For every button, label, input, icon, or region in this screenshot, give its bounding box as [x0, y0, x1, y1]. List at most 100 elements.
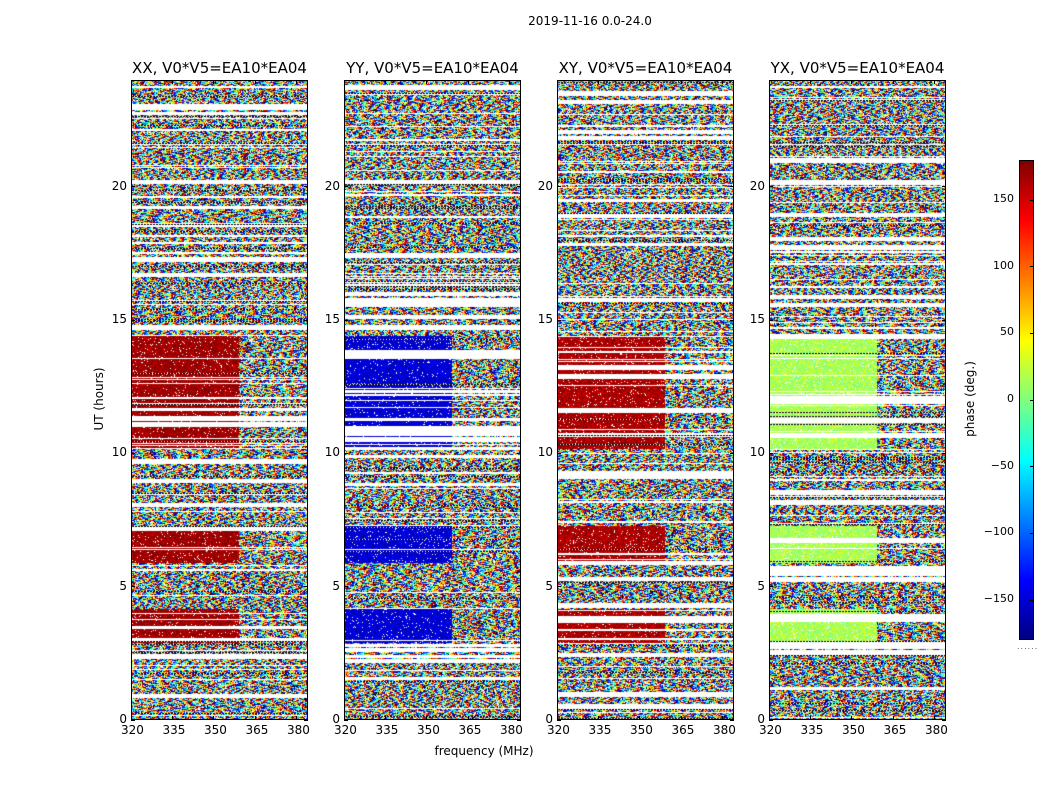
y-tick-mark [131, 586, 135, 588]
y-tick-mark [942, 319, 946, 321]
x-tick-label: 350 [203, 723, 227, 737]
y-axis-label: UT (hours) [92, 367, 106, 431]
y-tick-mark [344, 186, 348, 188]
colorbar-label: phase (deg.) [963, 361, 977, 437]
y-tick-mark [730, 452, 734, 454]
colorbar-footer: ...... [1017, 642, 1039, 651]
y-tick-mark [517, 452, 521, 454]
x-tick-label: 335 [162, 723, 186, 737]
x-tick-mark [213, 716, 215, 720]
y-tick-label: 10 [537, 445, 553, 460]
figure-suptitle: 2019-11-16 0.0-24.0 [528, 14, 652, 28]
x-tick-label: 320 [759, 723, 782, 737]
x-tick-mark [384, 716, 386, 720]
x-tick-mark [809, 80, 811, 84]
y-tick-mark [769, 186, 773, 188]
x-tick-label: 335 [588, 723, 612, 737]
y-tick-mark [344, 586, 348, 588]
x-tick-mark [597, 716, 599, 720]
x-tick-mark [639, 80, 641, 84]
y-tick-mark [557, 186, 561, 188]
x-tick-label: 365 [883, 723, 907, 737]
y-tick-label: 10 [749, 445, 765, 460]
x-tick-label: 380 [286, 723, 310, 737]
colorbar-tick-label: 50 [1000, 325, 1014, 339]
x-tick-label: 320 [547, 723, 570, 737]
y-tick-mark [131, 719, 135, 721]
y-tick-label: 5 [757, 578, 765, 593]
y-tick-mark [517, 719, 521, 721]
phase-heatmap-4 [769, 80, 946, 720]
x-tick-label: 350 [629, 723, 653, 737]
x-tick-label: 335 [375, 723, 399, 737]
y-tick-mark [131, 319, 135, 321]
colorbar-tick-mark [1030, 599, 1034, 601]
x-tick-mark [680, 80, 682, 84]
colorbar-tick-label: 0 [1007, 392, 1014, 405]
x-tick-mark [597, 80, 599, 84]
y-tick-mark [304, 586, 308, 588]
colorbar-tick-mark [1030, 466, 1034, 468]
colorbar-tick-mark [1030, 266, 1034, 268]
y-tick-label: 5 [119, 578, 127, 593]
x-tick-label: 350 [841, 723, 865, 737]
y-tick-mark [304, 452, 308, 454]
colorbar [1019, 160, 1034, 640]
colorbar-tick-mark [1030, 199, 1034, 201]
y-tick-mark [557, 319, 561, 321]
x-tick-mark [934, 80, 936, 84]
colorbar-tick-mark [1030, 332, 1034, 334]
x-tick-mark [467, 80, 469, 84]
y-tick-label: 20 [537, 178, 553, 193]
x-tick-mark [467, 716, 469, 720]
colorbar-tick-label: −150 [983, 592, 1014, 605]
y-tick-mark [344, 319, 348, 321]
y-tick-label: 15 [749, 312, 765, 326]
x-tick-label: 320 [334, 723, 357, 737]
x-tick-mark [851, 716, 853, 720]
y-tick-mark [344, 719, 348, 721]
phase-heatmap-2 [344, 80, 521, 720]
x-axis-label: frequency (MHz) [434, 744, 534, 758]
y-tick-label: 0 [545, 712, 553, 726]
y-tick-mark [557, 452, 561, 454]
y-tick-label: 0 [332, 712, 340, 726]
y-tick-mark [730, 586, 734, 588]
x-tick-mark [130, 716, 132, 720]
colorbar-tick-label: 100 [993, 258, 1014, 272]
y-tick-mark [517, 319, 521, 321]
x-tick-mark [254, 80, 256, 84]
x-tick-mark [556, 80, 558, 84]
y-tick-label: 5 [545, 578, 553, 593]
y-tick-label: 5 [332, 578, 340, 593]
x-tick-label: 320 [121, 723, 144, 737]
x-tick-label: 335 [800, 723, 824, 737]
y-tick-mark [304, 319, 308, 321]
x-tick-label: 380 [499, 723, 523, 737]
x-tick-label: 365 [245, 723, 269, 737]
y-tick-label: 0 [757, 712, 765, 726]
panel-title-3: XY, V0*V5=EA10*EA04 [558, 59, 733, 77]
y-tick-label: 20 [749, 178, 765, 193]
x-tick-label: 365 [671, 723, 695, 737]
x-tick-mark [892, 80, 894, 84]
panel-title-1: XX, V0*V5=EA10*EA04 [132, 59, 307, 77]
y-tick-mark [131, 452, 135, 454]
y-tick-mark [557, 719, 561, 721]
x-tick-label: 380 [712, 723, 736, 737]
y-tick-mark [304, 719, 308, 721]
y-tick-label: 20 [324, 178, 340, 193]
y-tick-label: 0 [119, 712, 127, 726]
x-tick-mark [556, 716, 558, 720]
x-tick-mark [343, 716, 345, 720]
x-tick-mark [296, 716, 298, 720]
x-tick-mark [722, 80, 724, 84]
x-tick-mark [254, 716, 256, 720]
y-tick-label: 15 [324, 312, 340, 326]
colorbar-tick-label: −100 [983, 525, 1014, 539]
phase-heatmap-1 [131, 80, 308, 720]
colorbar-tick-mark [1030, 532, 1034, 534]
y-tick-mark [730, 719, 734, 721]
y-tick-mark [131, 186, 135, 188]
